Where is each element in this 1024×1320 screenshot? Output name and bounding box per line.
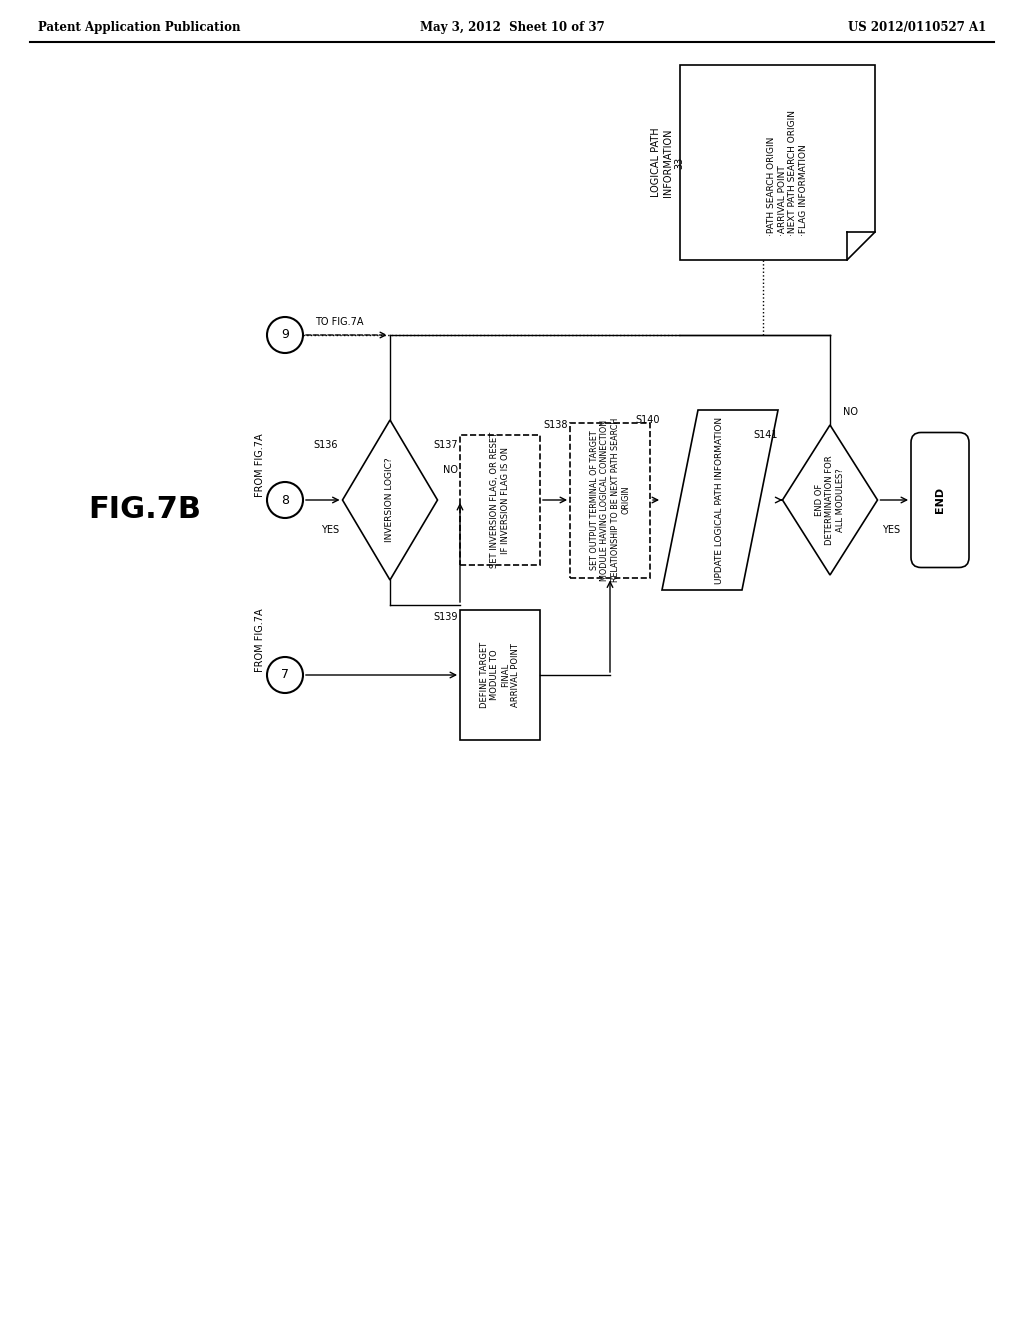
- Text: YES: YES: [883, 525, 901, 535]
- Text: S136: S136: [313, 440, 338, 450]
- FancyBboxPatch shape: [570, 422, 650, 578]
- Text: S138: S138: [544, 420, 568, 430]
- Text: END: END: [935, 487, 945, 513]
- Text: YES: YES: [322, 525, 340, 535]
- Text: UPDATE LOGICAL PATH INFORMATION: UPDATE LOGICAL PATH INFORMATION: [716, 416, 725, 583]
- Text: Patent Application Publication: Patent Application Publication: [38, 21, 241, 34]
- Circle shape: [267, 657, 303, 693]
- Text: S137: S137: [433, 440, 458, 450]
- Polygon shape: [662, 411, 778, 590]
- Circle shape: [267, 317, 303, 352]
- Text: INVERSION LOGIC?: INVERSION LOGIC?: [385, 458, 394, 543]
- Text: NO: NO: [442, 465, 458, 475]
- Text: SET INVERSION FLAG, OR RESET
IF INVERSION FLAG IS ON: SET INVERSION FLAG, OR RESET IF INVERSIO…: [490, 432, 510, 568]
- Text: DEFINE TARGET
MODULE TO
FINAL
ARRIVAL POINT: DEFINE TARGET MODULE TO FINAL ARRIVAL PO…: [480, 642, 520, 708]
- Circle shape: [267, 482, 303, 517]
- Text: 8: 8: [281, 494, 289, 507]
- FancyBboxPatch shape: [460, 436, 540, 565]
- Text: LOGICAL PATH
INFORMATION
33: LOGICAL PATH INFORMATION 33: [651, 128, 685, 197]
- Text: FROM FIG.7A: FROM FIG.7A: [255, 433, 265, 496]
- Polygon shape: [342, 420, 437, 579]
- Text: S141: S141: [753, 430, 777, 440]
- Text: TO FIG.7A: TO FIG.7A: [315, 317, 364, 327]
- Text: FIG.7B: FIG.7B: [88, 495, 202, 524]
- Text: SET OUTPUT TERMINAL OF TARGET
MODULE HAVING LOGICAL CONNECTION
RELATIONSHIP TO B: SET OUTPUT TERMINAL OF TARGET MODULE HAV…: [590, 418, 630, 582]
- Text: 7: 7: [281, 668, 289, 681]
- Text: NO: NO: [843, 407, 857, 417]
- Polygon shape: [680, 65, 874, 260]
- Polygon shape: [782, 425, 878, 576]
- FancyBboxPatch shape: [460, 610, 540, 741]
- Text: S140: S140: [636, 414, 660, 425]
- Text: US 2012/0110527 A1: US 2012/0110527 A1: [848, 21, 986, 34]
- Text: May 3, 2012  Sheet 10 of 37: May 3, 2012 Sheet 10 of 37: [420, 21, 604, 34]
- Text: ·PATH SEARCH ORIGIN
·ARRIVAL POINT
·NEXT PATH SEARCH ORIGIN
·FLAG INFORMATION: ·PATH SEARCH ORIGIN ·ARRIVAL POINT ·NEXT…: [767, 110, 808, 235]
- FancyBboxPatch shape: [911, 433, 969, 568]
- Text: 9: 9: [281, 329, 289, 342]
- Text: FROM FIG.7A: FROM FIG.7A: [255, 609, 265, 672]
- Text: END OF
DETERMINATION FOR
ALL MODULES?: END OF DETERMINATION FOR ALL MODULES?: [815, 455, 845, 545]
- Text: S139: S139: [433, 612, 458, 622]
